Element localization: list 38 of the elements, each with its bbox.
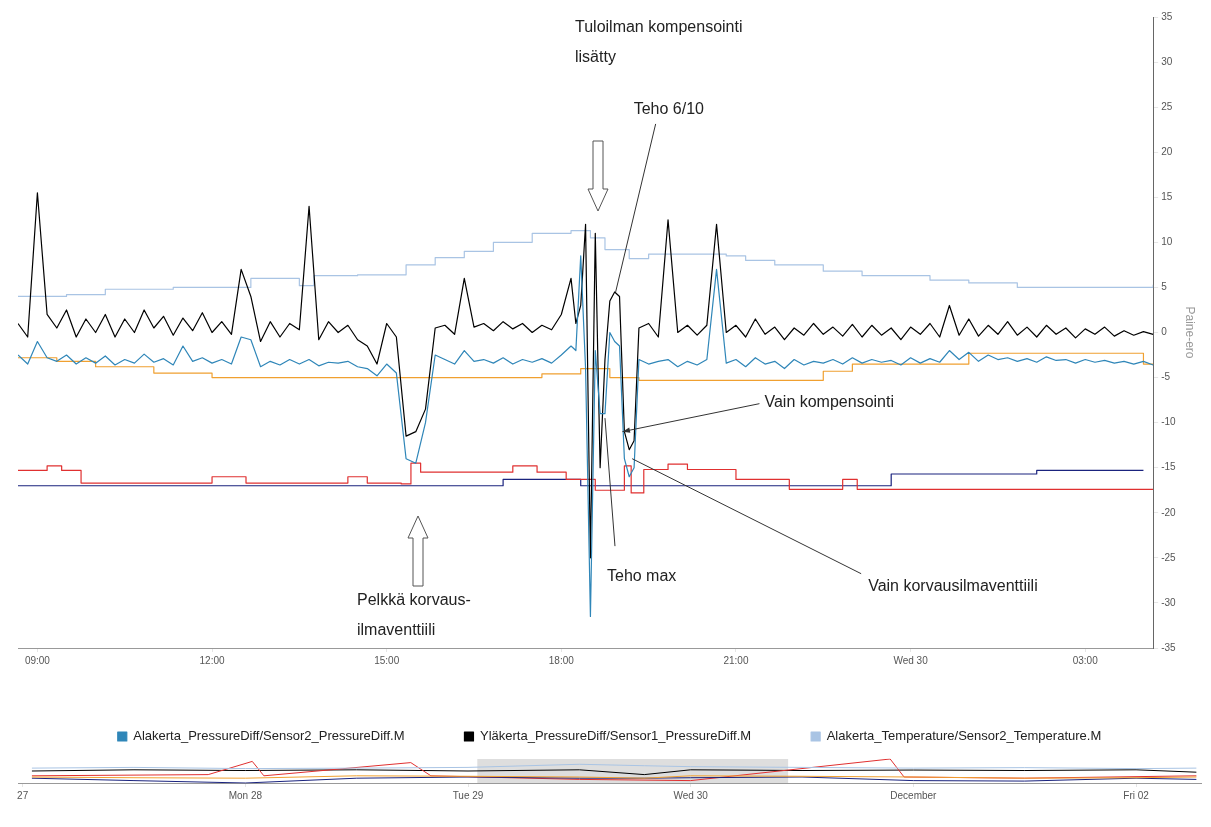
y-axis-title: Paine-ero <box>1183 306 1198 359</box>
y-tick-label: -15 <box>1161 461 1177 473</box>
x-tick-label: Mon 28 <box>228 789 263 801</box>
x-tick-label: Wed 30 <box>673 789 709 801</box>
x-tick-label: 15:00 <box>374 654 400 666</box>
x-tick-label: 12:00 <box>199 654 225 666</box>
annotation: Teho max <box>606 566 677 584</box>
annotation: Vain kompensointi <box>764 393 894 411</box>
x-tick-label: 21:00 <box>723 654 749 666</box>
y-tick-label: 10 <box>1161 236 1173 248</box>
y-tick-label: 25 <box>1161 100 1173 112</box>
x-tick-label: Tue 29 <box>452 789 484 801</box>
y-tick-label: -25 <box>1161 551 1177 563</box>
x-tick-label: 03:00 <box>1072 654 1099 666</box>
x-tick-label: December <box>890 789 938 801</box>
annotation: Vain korvausilmaventtiili <box>868 577 1038 595</box>
annotation: Teho 6/10 <box>633 100 705 118</box>
x-tick-label: 09:00 <box>24 654 51 666</box>
annotation: Tuloilman kompensointi lisätty <box>575 18 743 66</box>
x-tick-label: 27 <box>17 789 29 801</box>
y-tick-label: 15 <box>1161 191 1173 203</box>
y-tick-label: 0 <box>1161 326 1168 338</box>
y-tick-label: 30 <box>1161 55 1173 67</box>
x-tick-label: Wed 30 <box>893 654 929 666</box>
y-tick-label: -35 <box>1161 641 1177 653</box>
y-tick-label: 35 <box>1161 10 1173 22</box>
legend-label: Yläkerta_PressureDiff/Sensor1_PressureDiff.M <box>479 728 752 744</box>
legend-label: Alakerta_PressureDiff/Sensor2_PressureDiff.M <box>133 728 405 744</box>
x-tick-label: Fri 02 <box>1123 789 1150 801</box>
annotation: Pelkkä korvaus-ilmaventtiili <box>357 591 471 639</box>
y-tick-label: -5 <box>1161 371 1171 383</box>
y-tick-label: -30 <box>1161 596 1177 608</box>
x-tick-label: 18:00 <box>548 654 575 666</box>
y-tick-label: 5 <box>1161 281 1168 293</box>
y-tick-label: -10 <box>1161 416 1177 428</box>
y-tick-label: 20 <box>1161 145 1173 157</box>
y-tick-label: -20 <box>1161 506 1177 518</box>
legend-label: Alakerta_Temperature/Sensor2_Temperature.M <box>826 728 1102 744</box>
